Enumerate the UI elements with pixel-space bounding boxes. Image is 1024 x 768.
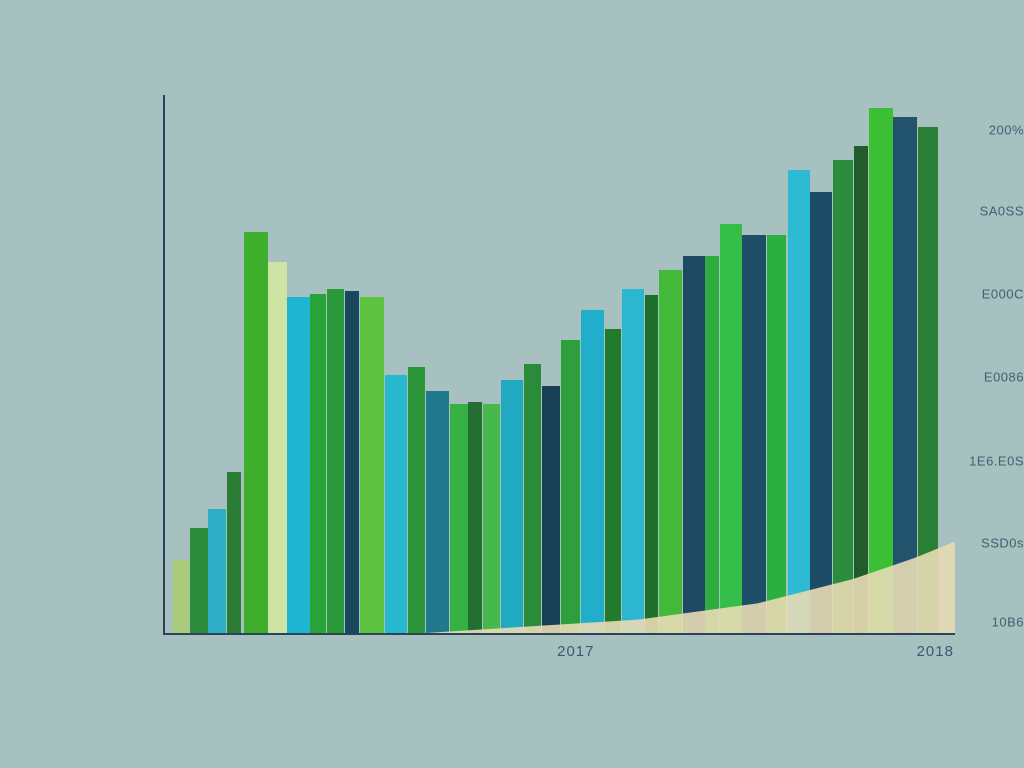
plot-area — [165, 95, 955, 633]
y-tick-label-1: SA0SS — [877, 203, 1024, 218]
chart-canvas: 200% SA0SS E000C E0086 1E6.E0S SSD0s 10B6 2017 2… — [0, 0, 1024, 768]
y-axis — [163, 95, 165, 633]
area-overlay — [165, 95, 955, 633]
x-tick-label-1: 2018 — [917, 643, 954, 660]
y-tick-label-5: SSD0s — [877, 535, 1024, 550]
y-tick-label-2: E000C — [877, 287, 1024, 302]
x-tick-label-0: 2017 — [557, 643, 594, 660]
y-tick-label-6: 10B6 — [877, 615, 1024, 630]
y-tick-label-0: 200% — [877, 122, 1024, 137]
x-axis — [163, 633, 955, 635]
y-tick-label-4: 1E6.E0S — [877, 453, 1024, 468]
y-tick-label-3: E0086 — [877, 370, 1024, 385]
